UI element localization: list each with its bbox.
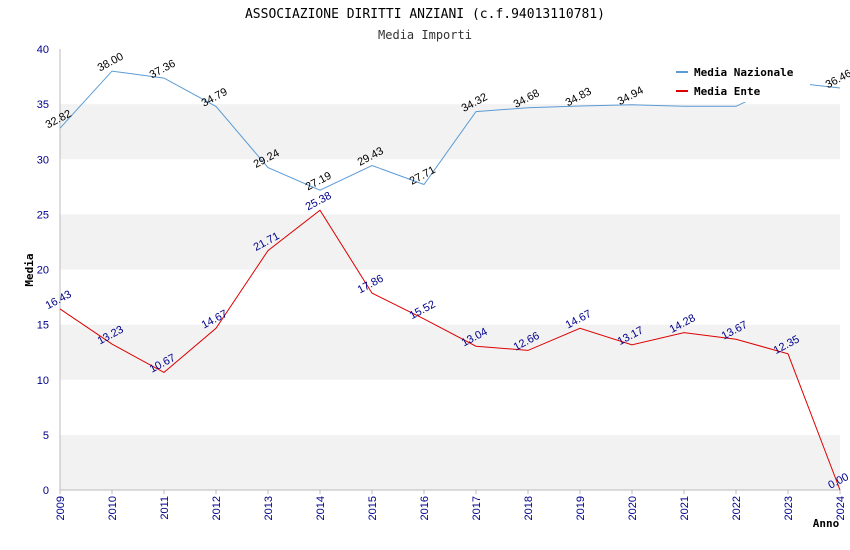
grid-band — [60, 269, 840, 325]
y-tick-label: 5 — [43, 430, 49, 442]
x-tick-label: 2019 — [575, 496, 587, 520]
chart-subtitle: Media Importi — [378, 28, 472, 42]
y-tick-label: 25 — [37, 209, 49, 221]
grid-band — [60, 104, 840, 160]
x-tick-labels: 2009 2010 2011 2012 2013 2014 2015 2016 2017 2018… — [55, 490, 847, 520]
x-tick-label: 2012 — [211, 496, 223, 520]
x-tick-label: 2022 — [731, 496, 743, 520]
grid-band — [60, 159, 840, 215]
x-tick-label: 2015 — [367, 496, 379, 520]
chart-title: ASSOCIAZIONE DIRITTI ANZIANI (c.f.940131… — [245, 7, 605, 22]
legend-entry: Media Ente — [694, 85, 761, 98]
series-line — [59, 70, 841, 191]
axes — [59, 49, 840, 491]
grid-band — [60, 379, 840, 435]
grid-band — [60, 324, 840, 380]
x-tick-label: 2016 — [419, 496, 431, 520]
y-axis-label: Media — [23, 253, 36, 286]
x-tick-label: 2014 — [315, 496, 327, 520]
y-tick-label: 15 — [37, 320, 49, 332]
grid-bands — [60, 49, 840, 490]
x-axis-label: Anno — [813, 517, 840, 530]
legend-entry: Media Nazionale — [694, 66, 794, 79]
y-tick-label: 35 — [37, 99, 49, 111]
y-tick-label: 20 — [37, 265, 49, 277]
x-tick-label: 2024 — [835, 496, 847, 520]
y-tick-label: 40 — [37, 44, 49, 56]
x-tick-label: 2021 — [679, 496, 691, 520]
x-tick-label: 2023 — [783, 496, 795, 520]
y-tick-label: 10 — [37, 375, 49, 387]
x-tick-label: 2020 — [627, 496, 639, 520]
x-tick-label: 2013 — [263, 496, 275, 520]
x-tick-label: 2010 — [107, 496, 119, 520]
grid-band — [60, 214, 840, 270]
legend-box — [670, 60, 810, 102]
series-line — [59, 209, 841, 491]
x-tick-label: 2011 — [159, 496, 171, 520]
y-tick-labels: 0 5 10 15 20 25 30 35 40 — [37, 44, 49, 497]
y-tick-label: 0 — [43, 485, 49, 497]
x-tick-label: 2009 — [55, 496, 67, 520]
x-tick-label: 2018 — [523, 496, 535, 520]
grid-band — [60, 434, 840, 490]
x-tick-label: 2017 — [471, 496, 483, 520]
y-tick-label: 30 — [37, 154, 49, 166]
legend: Media Nazionale Media Ente — [670, 60, 810, 102]
series-lines — [59, 70, 841, 491]
